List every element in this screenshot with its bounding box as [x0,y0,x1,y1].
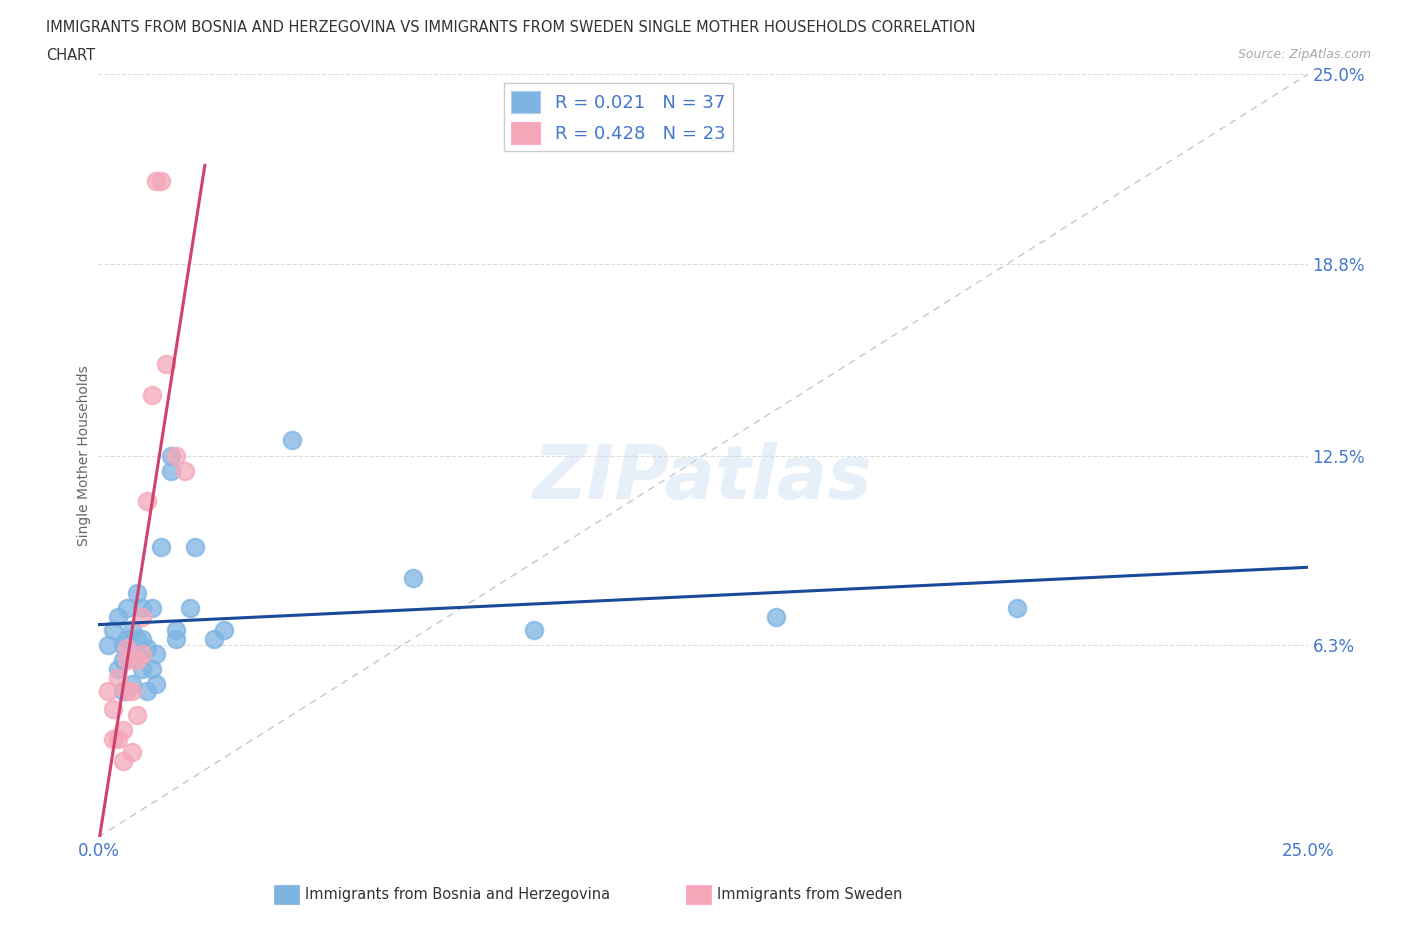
Point [111,723,134,737]
Point [165,622,187,637]
Y-axis label: Single Mother Households: Single Mother Households [77,365,91,546]
Point [117,684,139,698]
Point [160,448,183,463]
Point [101,622,124,637]
Point [150,174,173,189]
Point [117,601,139,616]
Point [101,701,124,716]
Point [281,433,304,448]
Point [121,684,143,698]
Point [179,601,201,616]
Point [523,622,546,637]
Text: Immigrants from Sweden: Immigrants from Sweden [717,887,903,902]
Point [117,653,139,668]
Point [117,641,139,656]
Point [97,684,120,698]
Text: ZIPatlas: ZIPatlas [533,442,873,515]
Point [135,494,157,509]
Point [131,610,153,625]
Point [155,357,177,372]
Point [127,631,149,646]
Point [135,684,157,698]
Point [131,662,153,677]
Text: Immigrants from Bosnia and Herzegovina: Immigrants from Bosnia and Herzegovina [305,887,610,902]
Point [402,570,425,585]
Point [127,708,149,723]
Point [131,601,153,616]
Point [97,637,120,652]
Point [165,448,187,463]
Point [1007,601,1029,616]
Point [107,610,129,625]
Point [145,646,167,661]
Text: IMMIGRANTS FROM BOSNIA AND HERZEGOVINA VS IMMIGRANTS FROM SWEDEN SINGLE MOTHER H: IMMIGRANTS FROM BOSNIA AND HERZEGOVINA V… [46,20,976,35]
Point [141,662,163,677]
Point [135,641,157,656]
Point [107,662,129,677]
Point [121,622,143,637]
Point [184,539,207,554]
Point [141,601,163,616]
Point [121,677,143,692]
Point [145,677,167,692]
Point [131,646,153,661]
Point [111,684,134,698]
Point [131,631,153,646]
Point [141,387,163,402]
Point [212,622,235,637]
Point [101,732,124,747]
Point [160,463,183,478]
Text: Source: ZipAtlas.com: Source: ZipAtlas.com [1237,48,1371,61]
Point [127,646,149,661]
Point [117,631,139,646]
Point [127,653,149,668]
Point [150,539,173,554]
Point [174,463,197,478]
Point [111,637,134,652]
Point [107,732,129,747]
Point [204,631,226,646]
Point [107,671,129,685]
Point [165,631,187,646]
Point [127,586,149,601]
Legend: R = 0.021   N = 37, R = 0.428   N = 23: R = 0.021 N = 37, R = 0.428 N = 23 [505,84,733,151]
Point [121,744,143,759]
Point [145,174,167,189]
Point [765,610,787,625]
Text: CHART: CHART [46,48,96,63]
Point [111,753,134,768]
Point [111,653,134,668]
